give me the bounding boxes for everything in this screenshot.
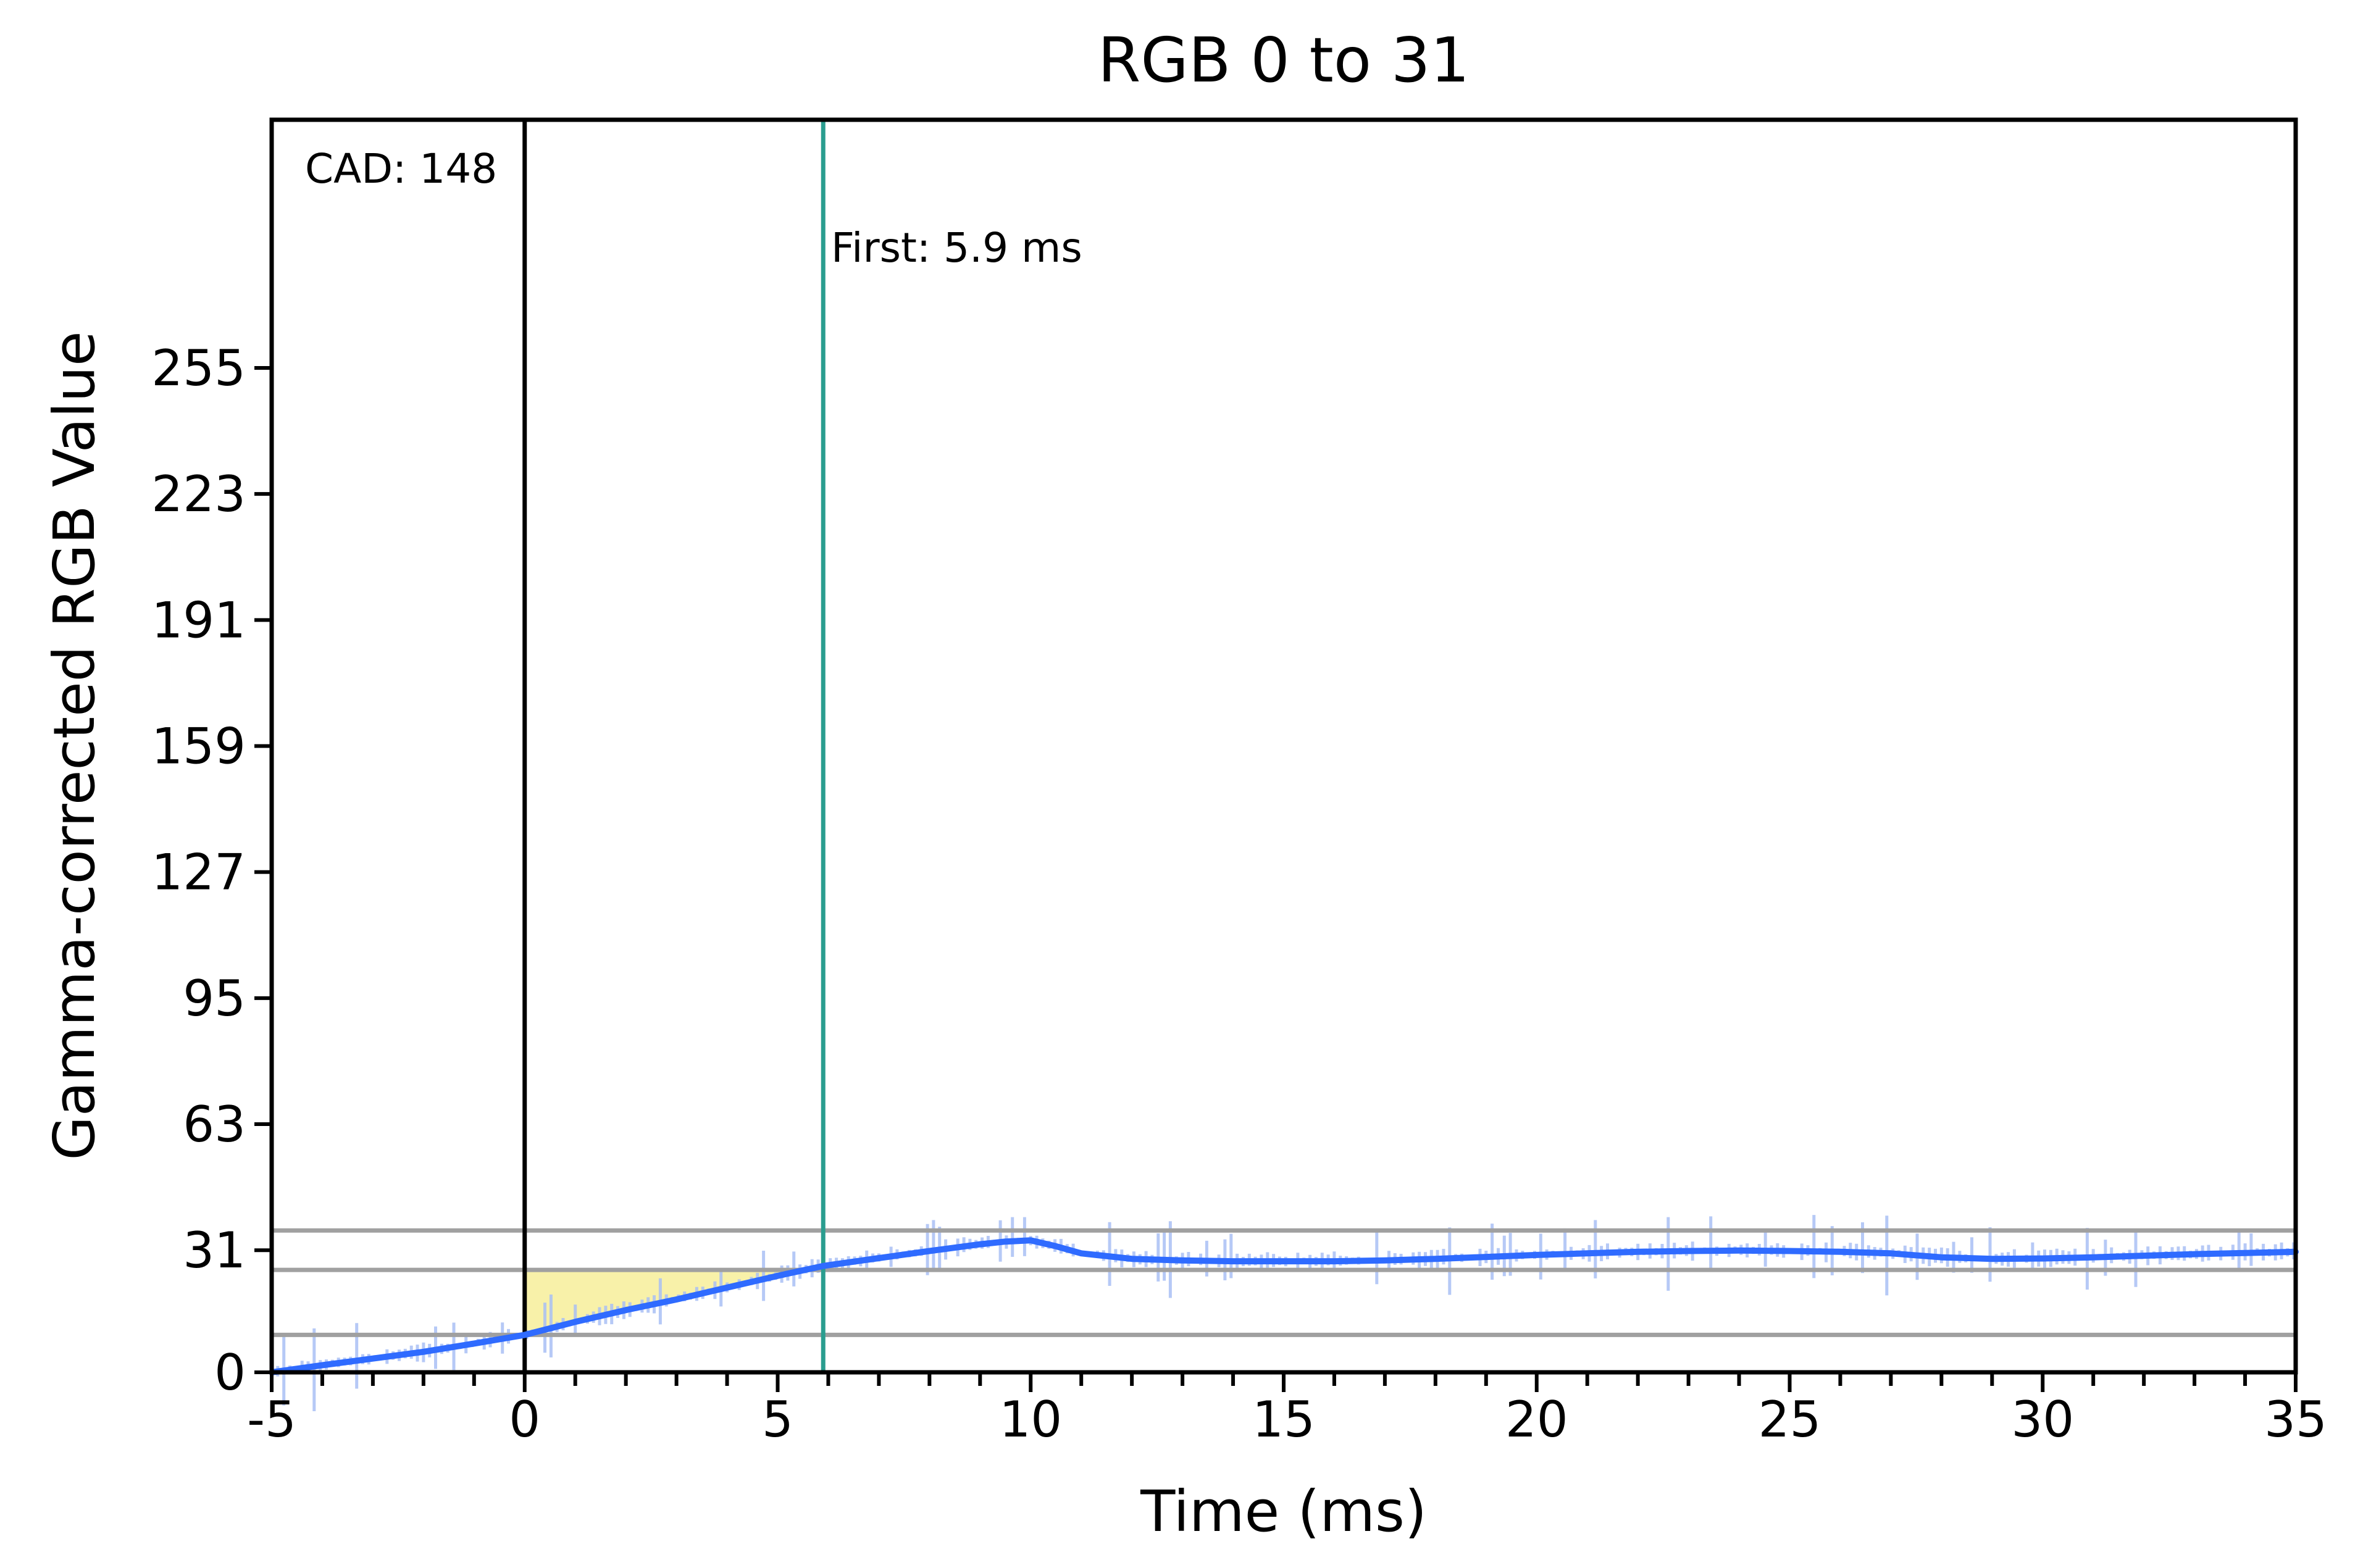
x-tick-label: 15 (1252, 1391, 1315, 1448)
x-tick-label: 20 (1505, 1391, 1568, 1448)
series-layer (269, 1237, 2299, 1375)
y-tick-label: 95 (183, 970, 246, 1027)
x-tick-label: 30 (2011, 1391, 2074, 1448)
x-tick-label: 10 (999, 1391, 1062, 1448)
shaded-region (524, 1266, 824, 1335)
x-axis-label: Time (ms) (1140, 1478, 1427, 1545)
y-tick-label: 159 (151, 718, 246, 775)
y-axis-label: Gamma-corrected RGB Value (41, 331, 107, 1160)
x-tick-label: 25 (1758, 1391, 1821, 1448)
shaded-area (524, 1266, 824, 1335)
vline-label-cad: CAD: 148 (305, 145, 497, 193)
x-tick-label: -5 (247, 1391, 296, 1448)
y-tick-label: 223 (151, 465, 246, 523)
x-tick-label: 0 (509, 1391, 540, 1448)
chart-title: RGB 0 to 31 (1098, 24, 1470, 96)
y-tick-label: 31 (183, 1222, 246, 1279)
reference-vlines (522, 120, 826, 1372)
y-axis: 0 31 63 95 127 159 191 223 255 (151, 340, 272, 1401)
y-tick-label: 255 (151, 340, 246, 397)
y-tick-label: 127 (151, 844, 246, 901)
x-tick-label: 5 (762, 1391, 793, 1448)
series-line (269, 1237, 2299, 1375)
y-tick-label: 0 (214, 1344, 246, 1401)
plot-frame (269, 117, 2298, 1375)
y-tick-label: 63 (183, 1096, 246, 1153)
y-tick-label: 191 (151, 591, 246, 649)
reference-hlines (272, 1228, 2296, 1337)
x-axis: -5 0 5 10 15 20 25 30 35 (247, 1372, 2327, 1448)
x-tick-label: 35 (2264, 1391, 2327, 1448)
vline-label-first: First: 5.9 ms (831, 224, 1082, 272)
